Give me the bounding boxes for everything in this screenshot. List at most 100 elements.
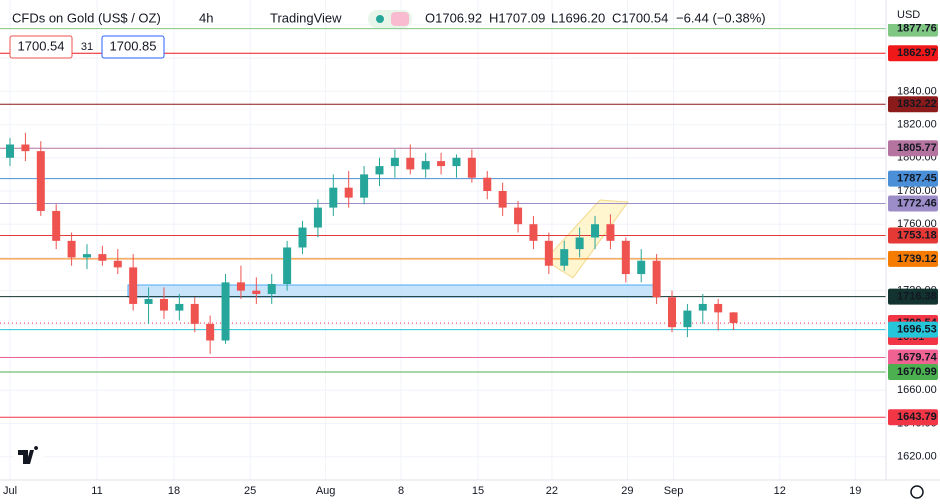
candle-body bbox=[606, 224, 615, 241]
level-tag bbox=[888, 170, 938, 187]
candle-body bbox=[683, 310, 692, 328]
level-label: 1739.12 bbox=[897, 253, 937, 265]
y-tick-label: 1840.00 bbox=[897, 85, 937, 97]
x-tick-label: 18 bbox=[168, 485, 180, 497]
level-label: 1670.99 bbox=[897, 366, 937, 378]
level-tag bbox=[888, 349, 938, 366]
candle-body bbox=[36, 151, 45, 211]
candle-body bbox=[698, 303, 707, 311]
symbol: CFDs on Gold (US$ / OZ) bbox=[12, 10, 161, 25]
buy-button[interactable] bbox=[101, 35, 165, 59]
level-tag bbox=[888, 140, 938, 157]
low: L1696.20 bbox=[551, 10, 605, 25]
change: −6.44 (−0.38%) bbox=[676, 10, 766, 25]
y-tick-label: 1780.00 bbox=[897, 185, 937, 197]
candle-body bbox=[52, 210, 61, 241]
x-tick-label: 22 bbox=[546, 485, 558, 497]
candle-body bbox=[652, 260, 661, 298]
candle-body bbox=[544, 240, 553, 266]
currency[interactable]: USD bbox=[897, 9, 920, 21]
level-label: 1877.76 bbox=[897, 23, 937, 35]
level-label: 1832.22 bbox=[897, 98, 937, 110]
candle-body bbox=[113, 260, 122, 268]
level-label: 1753.18 bbox=[897, 229, 937, 241]
candle-body bbox=[221, 282, 230, 341]
level-tag bbox=[888, 20, 938, 37]
candle-body bbox=[329, 187, 338, 208]
x-tick-label: 19 bbox=[849, 485, 861, 497]
candle-body bbox=[406, 157, 415, 170]
x-tick-label: Jul bbox=[3, 485, 17, 497]
level-label: 1805.77 bbox=[897, 142, 937, 154]
x-tick-label: 11 bbox=[91, 485, 102, 497]
settings-icon[interactable] bbox=[910, 485, 924, 499]
y-tick-label: 1620.00 bbox=[897, 451, 937, 463]
candle-body bbox=[313, 207, 322, 228]
close: C1700.54 bbox=[612, 10, 668, 25]
candle-body bbox=[298, 227, 307, 248]
logo bbox=[18, 446, 39, 464]
axes: 1620.001640.001660.001680.001700.001720.… bbox=[3, 19, 937, 497]
level-tag bbox=[888, 195, 938, 212]
candle-body bbox=[452, 157, 461, 167]
open: O1706.92 bbox=[425, 10, 482, 25]
candle-body bbox=[591, 224, 600, 238]
candle-body bbox=[560, 249, 569, 266]
candle-body bbox=[206, 323, 215, 341]
x-tick-label: 29 bbox=[621, 485, 633, 497]
candle-body bbox=[344, 187, 353, 198]
candle-body bbox=[637, 260, 646, 275]
candle-body bbox=[729, 312, 738, 323]
level-tag bbox=[888, 364, 938, 381]
header: CFDs on Gold (US$ / OZ) 4h TradingView O… bbox=[9, 6, 938, 59]
x-tick-label: 8 bbox=[398, 485, 404, 497]
currency-bg bbox=[888, 6, 938, 24]
candle-body bbox=[267, 284, 276, 294]
candle-body bbox=[437, 161, 446, 167]
candle-body bbox=[375, 166, 384, 175]
candle-body bbox=[360, 174, 369, 198]
spread: 31 bbox=[81, 41, 93, 53]
y-tick-label: 1760.00 bbox=[897, 218, 937, 230]
x-tick-label: 25 bbox=[244, 485, 256, 497]
candle-body bbox=[82, 254, 91, 258]
x-tick-label: Aug bbox=[316, 485, 336, 497]
candle-body bbox=[98, 254, 107, 261]
level-label: 1787.45 bbox=[897, 173, 937, 185]
candle-body bbox=[621, 240, 630, 275]
level-tag bbox=[888, 409, 938, 426]
candle-body bbox=[236, 282, 245, 291]
x-tick-label: Sep bbox=[664, 485, 684, 497]
candle-body bbox=[498, 191, 507, 208]
x-tick-label: 15 bbox=[472, 485, 484, 497]
price-tags: 1877.76 1862.97 1832.22 1805.77 1787.45 1772.… bbox=[888, 20, 938, 426]
interval: 4h bbox=[199, 10, 213, 25]
level-tag bbox=[888, 321, 938, 338]
candle-body bbox=[421, 161, 430, 170]
sell-button[interactable] bbox=[9, 35, 73, 59]
candle-body bbox=[483, 177, 492, 192]
status-dot bbox=[376, 15, 384, 23]
candle-body bbox=[514, 207, 523, 225]
status-icon bbox=[391, 12, 409, 26]
level-tag bbox=[888, 250, 938, 267]
high: H1707.09 bbox=[489, 10, 545, 25]
candle-body bbox=[175, 303, 184, 311]
level-label: 1772.46 bbox=[897, 197, 937, 209]
level-label: 1643.79 bbox=[897, 411, 937, 423]
tv-logo bbox=[14, 442, 44, 470]
candle-body bbox=[67, 240, 76, 258]
x-tick-label: 12 bbox=[774, 485, 786, 497]
level-tag bbox=[888, 288, 938, 305]
candle-body bbox=[283, 247, 292, 285]
y-tick-label: 1660.00 bbox=[897, 384, 937, 396]
candle-body bbox=[190, 303, 199, 324]
candle-body bbox=[159, 298, 168, 311]
candle-body bbox=[144, 298, 153, 304]
level-tag bbox=[888, 96, 938, 113]
level-label: 1679.74 bbox=[897, 351, 938, 363]
candle-body bbox=[21, 144, 30, 152]
candle-body bbox=[252, 290, 261, 294]
